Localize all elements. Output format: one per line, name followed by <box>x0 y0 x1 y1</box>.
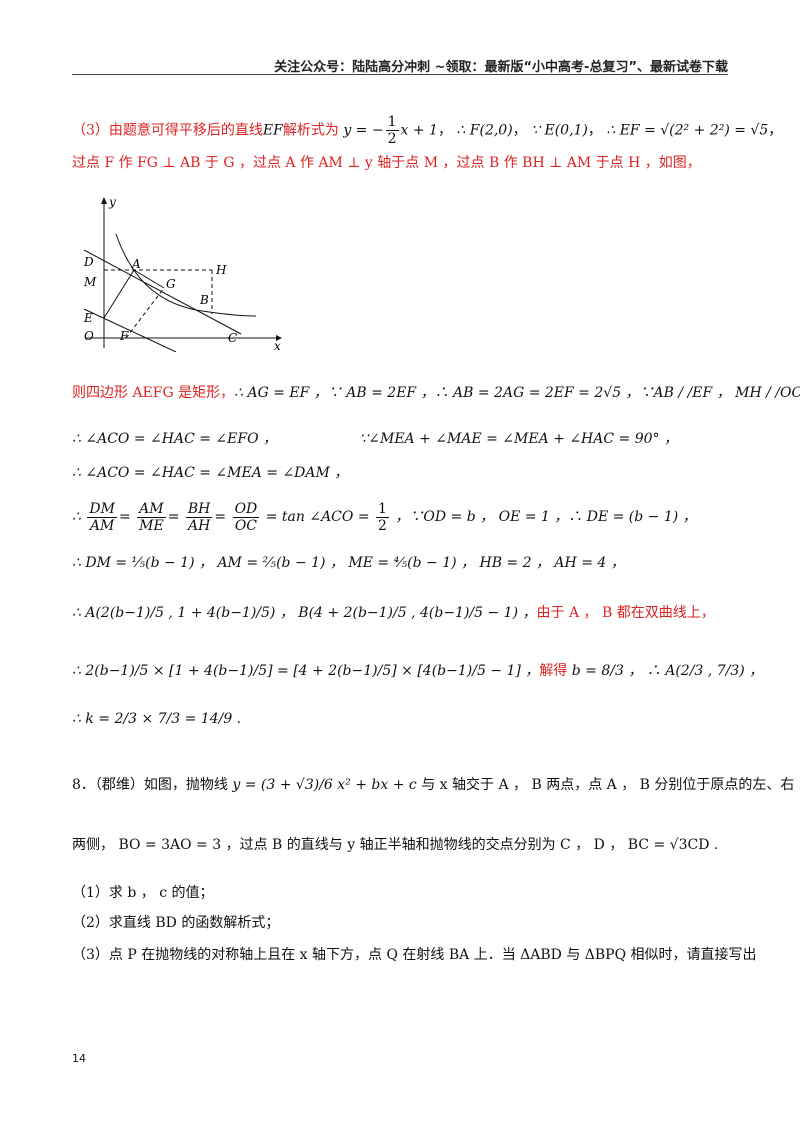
frac-od-oc: OD OC <box>232 500 260 534</box>
eq1-right: x + 1 <box>400 122 438 139</box>
angles-left: ∴ ∠ACO = ∠HAC = ∠EFO ， <box>72 431 278 447</box>
line-angles-1: ∴ ∠ACO = ∠HAC = ∠EFO ， ∵∠MEA + ∠MAE = ∠M… <box>72 428 740 450</box>
therefore: ∴ <box>72 509 81 525</box>
point-e: ∵ E(0,1) <box>531 122 588 139</box>
line-rectangle: 则四边形 AEFG 是矩形，∴ AG = EF ，∵ AB = 2EF ，∴ A… <box>72 382 800 404</box>
page-number: 14 <box>72 1052 86 1065</box>
eq1-left: y = − <box>343 122 384 139</box>
frac-bh-ah: BH AH <box>185 500 213 534</box>
q8-parabola: y = (3 + √3)/6 x² + bx + c <box>232 777 417 793</box>
page-header: 关注公众号：陆陆高分冲刺 ~领取：最新版“小中高考-总复习”、最新试卷下载 <box>274 60 728 75</box>
q8-part2: （2）求直线 BD 的函数解析式； <box>72 915 280 931</box>
label-h: H <box>215 263 227 277</box>
label-c: C <box>228 331 237 345</box>
q8-cont: 与 x 轴交于 A ， B 两点，点 A ， B 分别位于原点的左、右 <box>421 777 795 793</box>
q8-title: 8．（郡维）如图，抛物线 <box>72 777 228 793</box>
lengths-expr: ∴ DM = ⅕(b − 1) ， AM = ⅖(b − 1) ， ME = ⅘… <box>72 555 625 571</box>
angles-equal: ∴ ∠ACO = ∠HAC = ∠MEA = ∠DAM ， <box>72 465 349 481</box>
line-lengths: ∴ DM = ⅕(b − 1) ， AM = ⅖(b − 1) ， ME = ⅘… <box>72 552 740 574</box>
label-g: G <box>166 277 176 291</box>
line-coordinates: ∴ A(2(b−1)/5 , 1 + 4(b−1)/5) ， B(4 + 2(b… <box>72 602 740 624</box>
part3-line2: 过点 F 作 FG ⊥ AB 于 G ，过点 A 作 AM ⊥ y 轴于点 M … <box>72 155 701 171</box>
label-a: A <box>131 257 141 271</box>
rect-text: 则四边形 AEFG 是矩形， <box>72 385 235 401</box>
label-y: y <box>108 195 116 209</box>
label-m: M <box>83 275 97 289</box>
part3-intro: （3）由题意可得平移后的直线 <box>72 122 263 139</box>
line-k: ∴ k = 2/3 × 7/3 = 14/9 . <box>72 708 740 730</box>
label-x: x <box>274 339 281 352</box>
label-f: F <box>119 329 129 343</box>
q8-part1: （1）求 b ， c 的值； <box>72 885 214 901</box>
q8-line2: 两侧， BO = 3AO = 3 ，过点 B 的直线与 y 轴正半轴和抛物线的交… <box>72 837 719 853</box>
part3-line1: （3）由题意可得平移后的直线EF解析式为 y = −1 2 x + 1， ∴ F(2… <box>72 114 783 147</box>
geometry-figure: y x D A H M G B E O F C <box>83 195 282 352</box>
on-hyperbola: 由于 A ， B 都在双曲线上， <box>536 605 715 621</box>
k-value: ∴ k = 2/3 × 7/3 = 14/9 . <box>72 711 242 727</box>
label-o: O <box>84 329 94 343</box>
od-oe-de: ，∵OD = b ， OE = 1 ，∴ DE = (b − 1) ， <box>395 509 697 525</box>
frac-am-me: AM ME <box>137 500 166 534</box>
angles-right: ∵∠MEA + ∠MAE = ∠MEA + ∠HAC = 90° ， <box>359 431 678 447</box>
rect-math: ∴ AG = EF ，∵ AB = 2EF ，∴ AB = 2AG = 2EF … <box>234 385 800 401</box>
part3-jiexi: 解析式为 <box>282 122 339 139</box>
line-equation: ∴ 2(b−1)/5 × [1 + 4(b−1)/5] = [4 + 2(b−1… <box>72 660 763 682</box>
frac-dm-am: DM AM <box>87 500 117 534</box>
label-b: B <box>199 293 209 307</box>
q8-line1: 8．（郡维）如图，抛物线 y = (3 + √3)/6 x² + bx + c … <box>72 770 794 800</box>
header-rule <box>72 74 728 75</box>
label-d: D <box>83 255 94 269</box>
ef-value: ∴ EF = √(2² + 2²) = √5 <box>606 122 769 139</box>
line-angles-2: ∴ ∠ACO = ∠HAC = ∠MEA = ∠DAM ， <box>72 462 740 484</box>
coords-expr: ∴ A(2(b−1)/5 , 1 + 4(b−1)/5) ， B(4 + 2(b… <box>72 605 537 621</box>
solution-expr: b = 8/3 ， ∴ A(2/3 , 7/3) ， <box>571 663 764 679</box>
solve-text: 解得 <box>539 663 568 679</box>
point-f: ∴ F(2,0) <box>456 122 513 139</box>
label-e: E <box>83 311 93 325</box>
q8-part3: （3）点 P 在抛物线的对称轴上且在 x 轴下方，点 Q 在射线 BA 上．当 … <box>72 947 757 963</box>
line-ef: EF <box>262 122 283 139</box>
equation-expr: ∴ 2(b−1)/5 × [1 + 4(b−1)/5] = [4 + 2(b−1… <box>72 663 540 679</box>
tan-expr: = tan ∠ACO = <box>265 509 370 525</box>
